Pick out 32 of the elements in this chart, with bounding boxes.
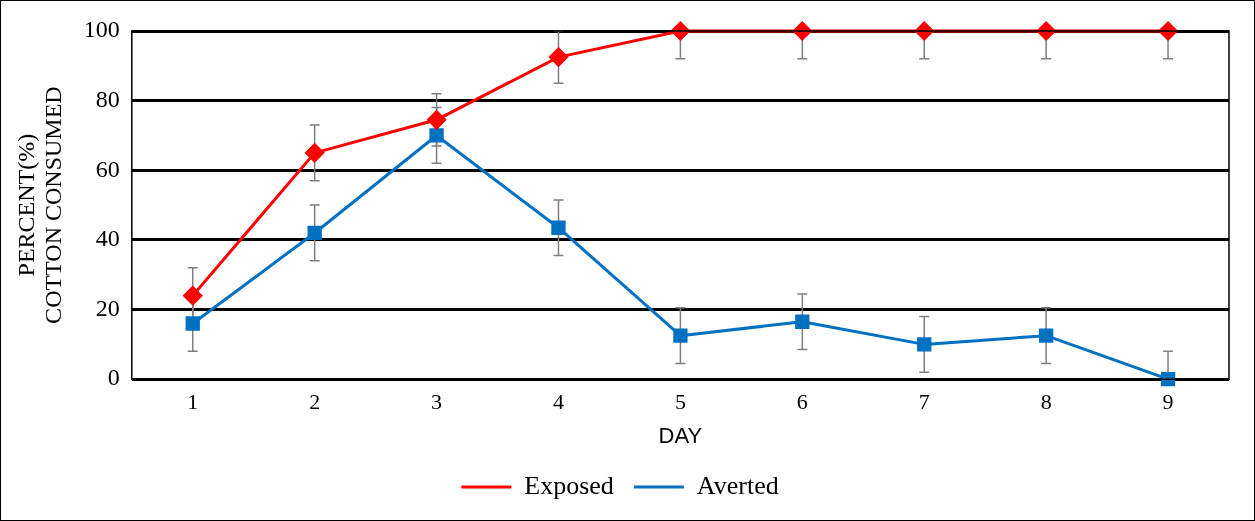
- point: [305, 143, 325, 163]
- x-tick-label: 3: [431, 389, 443, 415]
- point: [673, 328, 688, 343]
- point: [307, 225, 322, 241]
- x-tick-label: 1: [187, 389, 199, 415]
- y-tick-label: 40: [95, 225, 120, 252]
- x-axis-title: DAY: [658, 422, 703, 448]
- point: [427, 110, 447, 130]
- legend-label: Averted: [696, 470, 779, 500]
- legend-label: Exposed: [524, 470, 614, 500]
- x-tick-label: 4: [552, 389, 564, 415]
- point: [548, 47, 568, 67]
- x-tick-label: 7: [918, 389, 930, 415]
- point: [185, 316, 200, 331]
- point: [917, 337, 932, 352]
- y-axis-title: PERCENT(%) COTTON CONSUMED: [13, 86, 66, 324]
- point: [1158, 21, 1178, 41]
- point: [429, 128, 444, 143]
- point: [795, 314, 810, 329]
- x-tick-label: 5: [674, 389, 686, 415]
- x-tick-label: 2: [309, 389, 321, 415]
- y-tick-label: 100: [83, 16, 120, 43]
- y-tick-label: 0: [107, 364, 120, 391]
- point: [1038, 328, 1054, 343]
- point: [551, 220, 566, 235]
- y-tick-label: 80: [95, 85, 120, 112]
- x-tick-label: 9: [1162, 389, 1174, 415]
- y-tick-label: 60: [95, 155, 120, 182]
- x-tick-label: 6: [796, 389, 808, 415]
- x-tick-label: 8: [1040, 389, 1052, 415]
- y-tick-label: 20: [95, 294, 120, 321]
- point: [183, 286, 203, 306]
